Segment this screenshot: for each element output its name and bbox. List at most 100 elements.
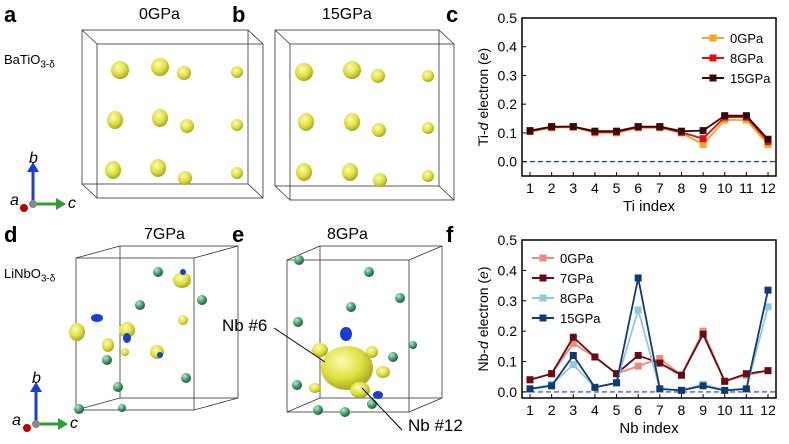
chart-f-point-7GPa: [591, 353, 599, 361]
chart-c-ytick-label: 0.4: [498, 39, 518, 55]
chart-f-point-7GPa: [548, 370, 556, 378]
chart-c-series-line-15GPa: [529, 114, 769, 140]
chart-f-legend-marker-8GPa: [539, 294, 547, 302]
chart-f-legend-label: 8GPa: [560, 291, 594, 306]
chart-f-xtick-label: 9: [699, 402, 707, 418]
chart-f-legend-label: 15GPa: [560, 311, 601, 326]
chart-f-point-15GPa: [613, 379, 621, 387]
chart-c-xtick-label: 7: [656, 180, 664, 196]
panel-e-title: 8GPa: [327, 226, 368, 243]
chart-f-xtick-label: 2: [548, 402, 556, 418]
chart-f-point-7GPa: [721, 377, 729, 385]
chart-c-xtick-label: 9: [699, 180, 707, 196]
chart-f-point-7GPa: [677, 371, 685, 379]
chart-f-xtick-label: 4: [591, 402, 599, 418]
chart-f-point-15GPa: [677, 386, 685, 394]
chart-f-point-15GPa: [548, 382, 556, 390]
chart-f-xtick-label: 8: [678, 402, 686, 418]
chart-f-xtick-label: 11: [739, 402, 754, 418]
chart-c-ytick-label: 0.3: [498, 67, 518, 83]
chart-f-point-15GPa: [699, 382, 707, 390]
chart-c-ylabel: Ti-d electron (e): [475, 48, 491, 146]
chart-c-xtick-label: 6: [634, 180, 642, 196]
chart-c-xtick-label: 10: [717, 180, 733, 196]
chart-f-ytick-label: 0.3: [498, 293, 518, 309]
chart-c-point-0GPa: [699, 140, 707, 148]
chart-c-point-15GPa: [569, 123, 577, 131]
panel-d-density: [69, 269, 191, 359]
chart-f-xtick-label: 12: [760, 402, 776, 418]
triad-bottom-a-label: a: [12, 412, 21, 429]
chart-f-point-7GPa: [634, 351, 642, 359]
panel-d-title: 7GPa: [144, 226, 185, 243]
chart-f-point-7GPa: [569, 333, 577, 341]
triad-top-c-label: c: [68, 195, 76, 212]
chart-f-legend-label: 0GPa: [560, 251, 594, 266]
chart-f-ytick-label: 0.0: [498, 384, 518, 400]
chart-c-point-15GPa: [526, 127, 534, 135]
chart-f-point-15GPa: [569, 351, 577, 359]
chart-f-ytick-label: 0.2: [498, 323, 518, 339]
chart-c-point-15GPa: [764, 135, 772, 143]
chart-c-series-line-0GPa: [529, 119, 769, 146]
chart-f-ylabel: Nb-d electron (e): [475, 266, 491, 371]
chart-f-xtick-label: 5: [613, 402, 621, 418]
chart-f-series-line-7GPa: [529, 332, 769, 383]
panel-a-title: 0GPa: [139, 6, 180, 23]
material-label-linbo3: LiNbO3-δ: [4, 266, 56, 285]
chart-c-legend-marker-15GPa: [709, 74, 717, 82]
chart-f-point-8GPa: [764, 303, 772, 311]
callout-nb12: Nb #12: [408, 416, 463, 435]
panel-letter-e: e: [232, 222, 245, 247]
chart-f-legend-label: 7GPa: [560, 271, 594, 286]
chart-c-point-15GPa: [656, 123, 664, 131]
chart-f-point-7GPa: [526, 376, 534, 384]
panel-letter-b: b: [232, 2, 246, 27]
chart-c-point-15GPa: [721, 112, 729, 120]
chart-f-legend-marker-7GPa: [539, 274, 547, 282]
chart-c-point-8GPa: [699, 135, 707, 143]
chart-c-ytick-label: 0.2: [498, 96, 518, 112]
chart-f-point-8GPa: [634, 306, 642, 314]
chart-f-point-0GPa: [656, 355, 664, 362]
chart-f-point-15GPa: [526, 385, 534, 393]
chart-c-xtick-label: 2: [548, 180, 556, 196]
panel-b-isosurfaces: [295, 61, 434, 187]
chart-f-ytick-label: 0.5: [498, 232, 518, 248]
panel-a-cell: [81, 29, 264, 199]
chart-c-legend-label: 15GPa: [730, 71, 771, 86]
panel-d-nb-atoms: [74, 267, 207, 414]
chart-f-point-15GPa: [721, 386, 729, 394]
chart-c-ytick-label: 0.5: [498, 10, 518, 26]
chart-c-xtick-label: 3: [569, 180, 577, 196]
panel-b-cell: [274, 29, 455, 201]
chart-c-xtick-label: 4: [591, 180, 599, 196]
chart-f-xtick-label: 6: [634, 402, 642, 418]
chart-c-xtick-label: 12: [760, 180, 776, 196]
chart-f-series-line-0GPa: [529, 329, 769, 383]
callout-line-nb6: [273, 327, 326, 363]
callout-line-nb12: [361, 387, 403, 431]
chart-f-point-15GPa: [764, 286, 772, 294]
chart-c-point-15GPa: [634, 123, 642, 131]
chart-f-point-7GPa: [656, 359, 664, 367]
chart-f-xtick-label: 3: [569, 402, 577, 418]
chart-f-legend-marker-15GPa: [539, 314, 547, 322]
chart-c-xtick-label: 11: [739, 180, 754, 196]
chart-f-point-0GPa: [569, 339, 577, 347]
chart-f-point-7GPa: [699, 330, 707, 338]
chart-f-series-line-15GPa: [529, 277, 769, 392]
chart-f-point-7GPa: [613, 370, 621, 378]
chart-c-legend-marker-0GPa: [709, 34, 717, 42]
panel-letter-f: f: [446, 222, 454, 247]
panel-e-density: [309, 327, 390, 399]
chart-f-point-7GPa: [764, 367, 772, 375]
panel-letter-d: d: [4, 222, 18, 247]
chart-f-xtick-label: 7: [656, 402, 664, 418]
chart-f-point-7GPa: [742, 370, 750, 378]
chart-f-xtick-label: 10: [717, 402, 733, 418]
chart-c-legend-label: 8GPa: [730, 51, 764, 66]
chart-f-point-0GPa: [634, 362, 642, 370]
